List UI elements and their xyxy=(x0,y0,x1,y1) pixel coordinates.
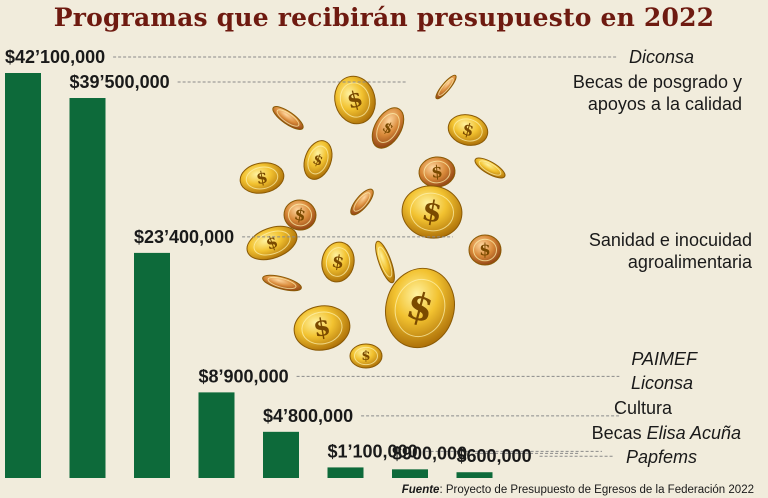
category-label: Papfems xyxy=(626,447,697,467)
category-label-part: Diconsa xyxy=(629,47,694,67)
coin-icon: $ xyxy=(303,140,333,180)
category-label: Liconsa xyxy=(631,373,693,393)
coin-icon: $ xyxy=(239,162,285,194)
coin-icon: $ xyxy=(468,234,502,266)
coin-icon: $ xyxy=(385,267,455,349)
category-label-part: Elisa Acuña xyxy=(647,423,741,443)
category-label-part: Cultura xyxy=(614,398,673,418)
chart-title: Programas que recibirán presupuesto en 2… xyxy=(53,3,715,32)
category-label-part: PAIMEF xyxy=(631,349,698,369)
bar-value-label: $4’800,000 xyxy=(263,406,353,426)
bar-value-label: $900,000 xyxy=(392,443,467,463)
source-label: Fuente xyxy=(401,484,440,496)
svg-text:$: $ xyxy=(311,311,333,342)
bar xyxy=(69,98,106,479)
coin-icon: $ xyxy=(349,343,383,369)
category-label-part: Papfems xyxy=(626,447,697,467)
bar xyxy=(456,472,493,478)
category-label: PAIMEF xyxy=(631,349,698,369)
falling-coins-illustration: $$$$ $$$$$$$$$$ xyxy=(239,74,506,369)
svg-text:$: $ xyxy=(361,349,370,364)
svg-text:$: $ xyxy=(344,85,366,114)
coin-icon xyxy=(350,188,374,216)
coin-icon: $ xyxy=(246,225,298,261)
category-label-part: Becas xyxy=(592,423,647,443)
coin-icon xyxy=(272,106,304,130)
coin-icon xyxy=(474,157,506,179)
svg-text:$: $ xyxy=(255,167,270,188)
svg-text:$: $ xyxy=(330,251,346,274)
coin-icon xyxy=(435,74,457,100)
category-label: Diconsa xyxy=(629,47,694,67)
coin-icon xyxy=(375,240,395,284)
category-label: Sanidad e inocuidad agroalimentaria xyxy=(589,230,753,272)
source-note: Fuente: Proyecto de Presupuesto de Egres… xyxy=(402,484,754,496)
category-label-part: Liconsa xyxy=(631,373,693,393)
bar-value-label: $1’100,000 xyxy=(328,441,418,461)
svg-text:$: $ xyxy=(293,204,308,225)
coin-icon: $ xyxy=(418,156,456,188)
category-label-line: agroalimentaria xyxy=(628,252,753,272)
source-text: : Proyecto de Presupuesto de Egresos de … xyxy=(439,484,754,496)
category-label: Becas Elisa Acuña xyxy=(592,423,741,443)
svg-text:$: $ xyxy=(430,162,443,182)
bar xyxy=(5,73,41,478)
bar xyxy=(263,431,299,478)
bar-value-label: $8’900,000 xyxy=(199,366,289,386)
bar xyxy=(198,392,235,478)
bar xyxy=(392,469,428,478)
category-label-line: Sanidad e inocuidad xyxy=(589,230,752,250)
bar-value-label: $600,000 xyxy=(457,446,532,466)
category-label-line: Becas de posgrado y xyxy=(573,72,742,92)
svg-text:$: $ xyxy=(460,119,476,140)
bar-value-label: $42’100,000 xyxy=(5,47,105,67)
bar-value-label: $39’500,000 xyxy=(70,72,170,92)
coin-icon: $ xyxy=(371,107,405,149)
coin-icon: $ xyxy=(334,75,376,125)
coin-icon xyxy=(262,274,302,292)
coin-icon: $ xyxy=(283,199,317,231)
svg-text:$: $ xyxy=(479,240,490,259)
category-label: Becas de posgrado y apoyos a la calidad xyxy=(573,72,742,114)
bar xyxy=(134,252,170,478)
coin-icon: $ xyxy=(401,185,463,239)
category-label-line: apoyos a la calidad xyxy=(588,94,742,114)
bar xyxy=(327,467,364,478)
bar-value-label: $23’400,000 xyxy=(134,227,234,247)
coin-icon: $ xyxy=(321,241,355,283)
category-label: Cultura xyxy=(614,398,673,418)
coin-icon: $ xyxy=(447,114,489,146)
coin-icon: $ xyxy=(293,305,351,351)
